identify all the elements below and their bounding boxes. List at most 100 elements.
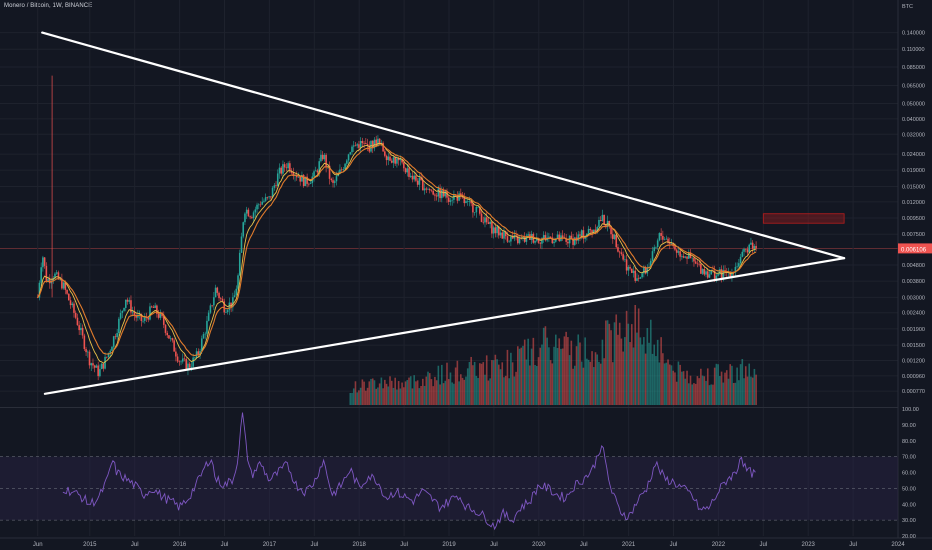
- volume-bar: [441, 364, 443, 405]
- candle-body: [572, 238, 574, 245]
- time-tick-label: 2016: [173, 542, 187, 548]
- volume-bar: [541, 344, 543, 405]
- volume-bar: [401, 382, 403, 405]
- candle-body: [434, 194, 436, 196]
- header-sep-1: ,: [48, 3, 53, 9]
- volume-bar: [491, 360, 493, 405]
- candle-body: [698, 263, 700, 265]
- volume-bar: [675, 381, 678, 405]
- candle-body: [126, 299, 129, 302]
- candle-body: [238, 252, 241, 276]
- volume-bar: [727, 378, 730, 405]
- volume-bar: [667, 359, 669, 405]
- candle-body: [518, 238, 521, 244]
- candle-body: [347, 154, 350, 161]
- time-tick-label: Jun: [33, 542, 43, 548]
- candle-body: [185, 359, 188, 370]
- candle-body: [42, 257, 44, 268]
- candle-body: [270, 196, 272, 198]
- candle-body: [681, 256, 683, 257]
- volume-bar: [415, 381, 417, 405]
- candle-body: [86, 351, 89, 353]
- time-tick-label: 2019: [442, 542, 456, 548]
- rsi-tick-label: 70.00: [902, 455, 916, 461]
- volume-bar: [356, 392, 358, 405]
- candle-body: [643, 267, 645, 274]
- candle-body: [392, 157, 395, 163]
- candle-body: [142, 320, 144, 322]
- candle-body: [85, 349, 87, 353]
- candle-body: [696, 263, 699, 265]
- candle-body: [744, 248, 747, 250]
- candle-body: [112, 336, 115, 347]
- volume-bar: [451, 382, 453, 405]
- candle-body: [104, 356, 106, 369]
- volume-bar: [634, 305, 637, 405]
- candle-body: [178, 361, 181, 363]
- candle-body: [80, 327, 82, 331]
- volume-bar: [567, 337, 569, 405]
- candle-body: [679, 251, 681, 257]
- candle-body: [399, 158, 402, 161]
- volume-bar: [520, 347, 523, 405]
- candle-body: [713, 270, 716, 280]
- candle-body: [691, 257, 694, 259]
- candle-body: [287, 163, 289, 169]
- candle-body: [610, 225, 612, 235]
- rsi-tick-label: 90.00: [902, 423, 916, 429]
- volume-bar: [649, 319, 652, 405]
- candle-body: [292, 172, 295, 177]
- volume-bar: [732, 382, 735, 405]
- interval-label[interactable]: 1W: [52, 3, 62, 9]
- volume-bar: [392, 387, 395, 405]
- candle-body: [175, 351, 177, 357]
- volume-bar: [620, 338, 623, 405]
- candle-body: [332, 180, 334, 183]
- volume-bar: [530, 348, 533, 405]
- candle-body: [403, 162, 405, 169]
- candle-body: [297, 176, 300, 178]
- candle-body: [363, 143, 365, 144]
- volume-bar: [570, 340, 573, 405]
- candle-body: [55, 272, 58, 274]
- candle-body: [228, 302, 231, 311]
- candle-body: [187, 363, 189, 370]
- candle-body: [420, 177, 422, 180]
- candle-body: [254, 209, 257, 213]
- candle-body: [275, 185, 277, 187]
- candle-body: [485, 217, 488, 223]
- volume-bar: [565, 331, 567, 405]
- candle-body: [61, 278, 63, 289]
- candle-body: [739, 256, 742, 264]
- rsi-tick-label: 80.00: [902, 439, 916, 445]
- candle-body: [753, 245, 756, 249]
- volume-bar: [724, 372, 726, 405]
- candle-body: [206, 320, 208, 334]
- candle-body: [166, 332, 169, 336]
- volume-bar: [637, 308, 640, 405]
- candle-body: [556, 234, 559, 239]
- time-tick-label: Jul: [670, 542, 678, 548]
- volume-bar: [682, 371, 685, 405]
- price-tick-label: 0.050000: [902, 102, 925, 108]
- volume-bar: [615, 314, 618, 405]
- candle-body: [416, 180, 419, 185]
- candle-body: [143, 317, 146, 321]
- candle-body: [734, 266, 737, 273]
- volume-bar: [703, 376, 706, 405]
- candle-body: [202, 334, 205, 339]
- candle-body: [479, 206, 481, 214]
- candle-body: [539, 242, 542, 244]
- candle-body: [74, 312, 77, 318]
- candle-body: [568, 235, 571, 244]
- volume-bar: [432, 386, 434, 405]
- symbol-name[interactable]: Monero / Bitcoin: [4, 3, 49, 9]
- price-tick-label: 0.065000: [902, 83, 925, 89]
- candle-body: [435, 195, 438, 197]
- volume-bar: [646, 328, 649, 405]
- volume-bar: [390, 380, 393, 405]
- volume-bar: [430, 379, 433, 405]
- candle-body: [247, 209, 250, 217]
- volume-bar: [463, 379, 466, 405]
